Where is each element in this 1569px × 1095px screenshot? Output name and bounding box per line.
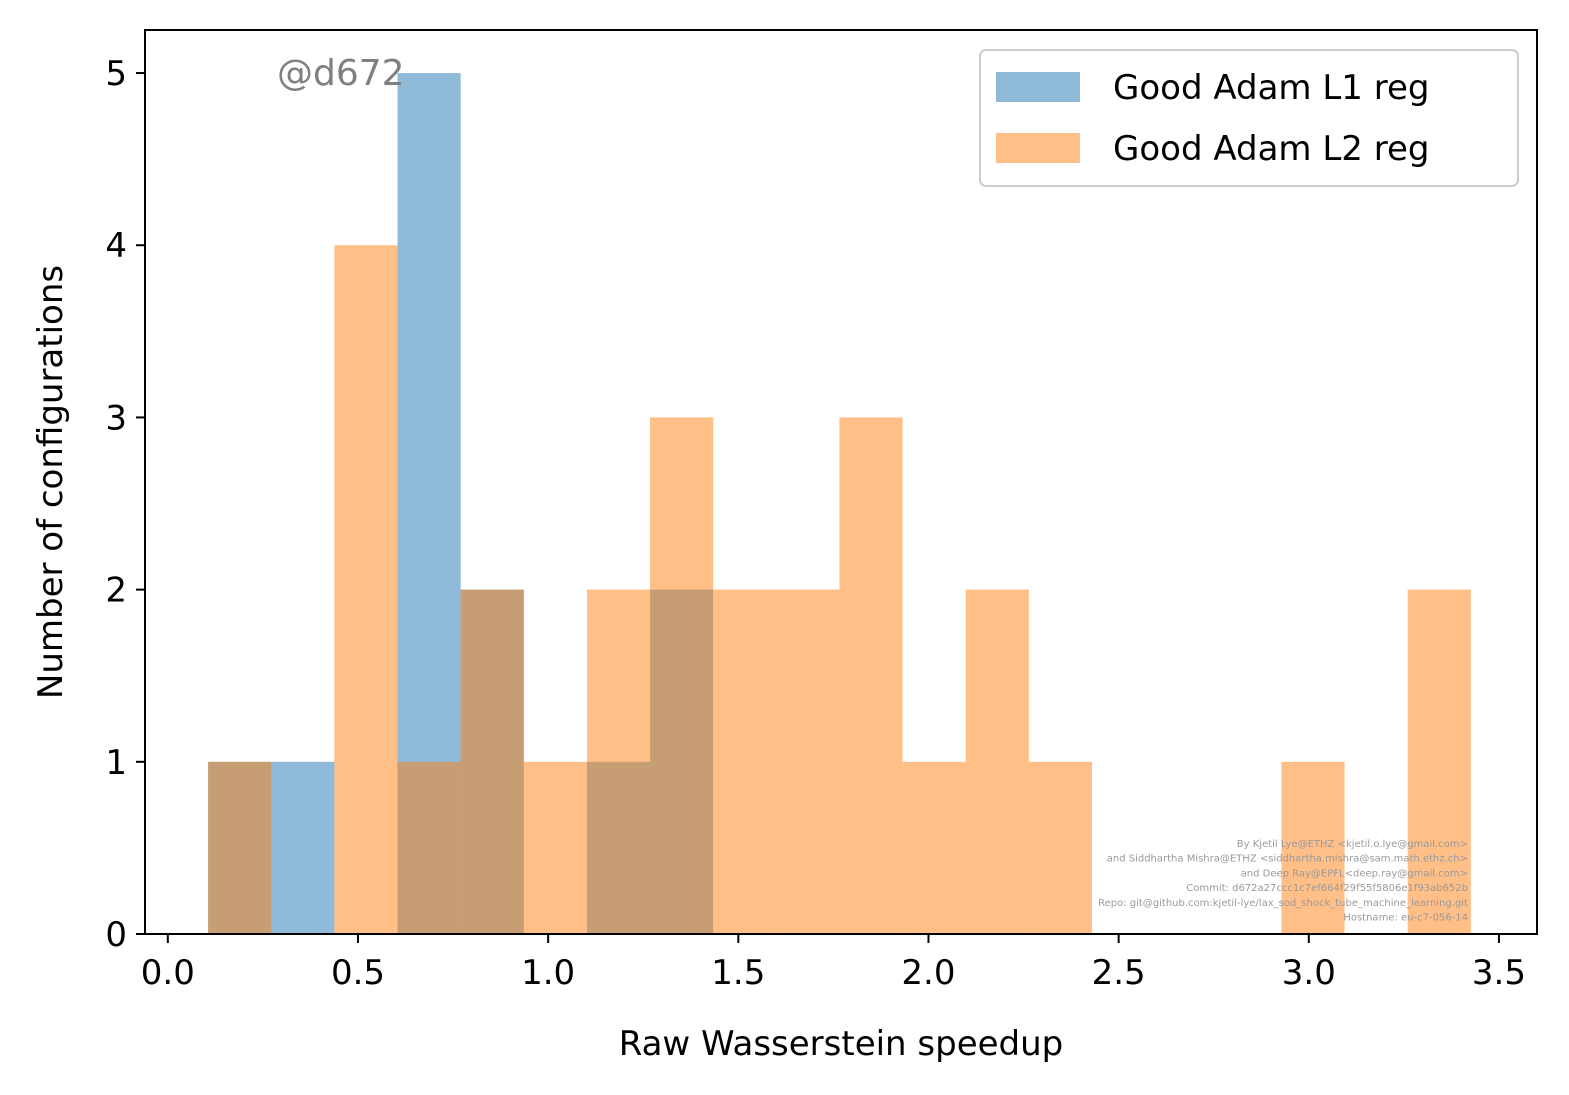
series-2-bars (208, 245, 1471, 934)
y-tick-label: 0 (105, 915, 127, 955)
x-tick-label: 3.5 (1472, 953, 1526, 993)
y-tick-label: 1 (105, 743, 127, 783)
bar-series2-bin8 (650, 417, 714, 934)
x-tick-label: 0.5 (331, 953, 385, 993)
bar-series2-bin11 (839, 417, 903, 934)
credit-line: By Kjetil Lye@ETHZ <kjetil.o.lye@gmail.c… (1237, 839, 1468, 850)
y-tick-label: 4 (105, 226, 127, 266)
legend-label-series-2: Good Adam L2 reg (1113, 129, 1429, 169)
y-tick-label: 2 (105, 571, 127, 611)
x-tick-label: 1.0 (521, 953, 575, 993)
legend-box (979, 49, 1519, 187)
watermark-layer: @d672 (277, 53, 405, 94)
y-tick-label: 5 (105, 54, 127, 94)
bar-series2-bin3 (334, 245, 398, 934)
bar-series2-bin14 (1028, 761, 1093, 934)
credit-line: Commit: d672a27ccc1c7ef664f29f55f5806e1f… (1186, 883, 1468, 894)
x-axis-ticks: 0.0 0.5 1.0 1.5 2.0 2.5 3.0 3.5 (141, 934, 1526, 993)
x-tick-label: 2.5 (1092, 953, 1146, 993)
bar-series2-bin18 (1281, 761, 1345, 934)
x-tick-label: 2.0 (901, 953, 955, 993)
axes-frame (144, 29, 1538, 935)
credit-line: and Deep Ray@EPFL<deep.ray@gmail.com> (1241, 868, 1468, 879)
x-tick-label: 3.0 (1282, 953, 1336, 993)
x-axis-label: Raw Wasserstein speedup (619, 1024, 1064, 1064)
plot-area: @d672 By Kjetil Lye@ETHZ <kjetil.o.lye@g… (31, 29, 1538, 1064)
y-axis-ticks: 0 1 2 3 4 5 (105, 54, 145, 955)
bar-series2-bin7 (586, 589, 651, 934)
bar-series2-bin13 (965, 589, 1029, 934)
legend-swatch-series-1 (996, 72, 1080, 102)
bar-series2-bin4 (397, 761, 461, 934)
x-tick-label: 0.0 (141, 953, 195, 993)
watermark-text: @d672 (277, 53, 405, 94)
bar-series2-bin5 (460, 589, 524, 934)
y-tick-label: 3 (105, 398, 127, 438)
credit-line: Repo: git@github.com:kjetil-lye/lax_sod_… (1098, 898, 1468, 909)
bar-series2-bin10 (776, 589, 840, 934)
credit-line: Hostname: eu-c7-056-14 (1343, 913, 1468, 924)
bar-series2-bin9 (713, 589, 777, 934)
x-tick-label: 1.5 (711, 953, 765, 993)
bar-series2-bin6 (523, 761, 587, 934)
credit-line: and Siddhartha Mishra@ETHZ <siddhartha.m… (1107, 854, 1468, 865)
credits-block: By Kjetil Lye@ETHZ <kjetil.o.lye@gmail.c… (1098, 839, 1468, 924)
histogram-bars (208, 73, 1471, 935)
legend: Good Adam L1 reg Good Adam L2 reg (979, 49, 1519, 187)
bar-series1-bin2 (271, 761, 335, 934)
legend-swatch-series-2 (996, 133, 1080, 163)
bar-series2-bin1 (208, 761, 272, 934)
legend-label-series-1: Good Adam L1 reg (1113, 68, 1429, 108)
bar-series2-bin20 (1407, 589, 1471, 934)
bar-series2-bin12 (902, 761, 966, 934)
y-axis-label: Number of configurations (31, 265, 71, 699)
